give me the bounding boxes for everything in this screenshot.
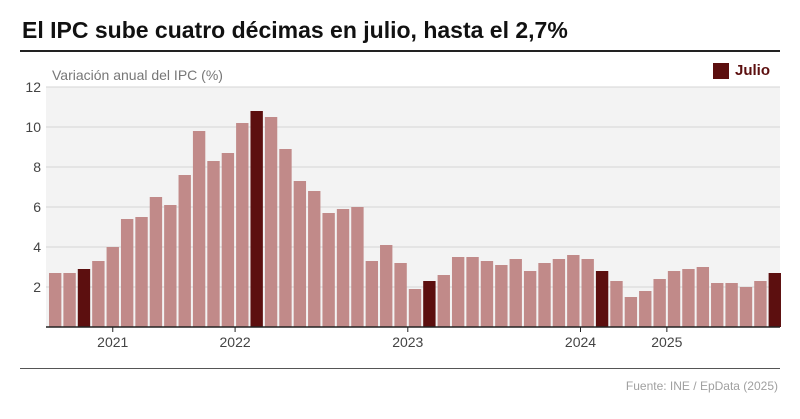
bar bbox=[495, 265, 508, 327]
chart-title: El IPC sube cuatro décimas en julio, has… bbox=[22, 17, 568, 43]
bar bbox=[178, 175, 191, 327]
bar bbox=[739, 287, 753, 327]
bar bbox=[236, 123, 249, 327]
y-tick-label: 6 bbox=[33, 199, 41, 215]
y-tick-label: 2 bbox=[33, 279, 41, 295]
bar bbox=[322, 213, 335, 327]
legend: Julio bbox=[712, 62, 770, 79]
bar bbox=[49, 273, 62, 327]
y-tick-label: 12 bbox=[25, 79, 41, 95]
bar bbox=[725, 283, 738, 327]
x-axis-ticks: 2021 2022 2023 2024 2025 bbox=[97, 327, 683, 350]
source-note: Fuente: INE / EpData (2025) bbox=[625, 379, 778, 393]
bar bbox=[365, 261, 379, 327]
bar bbox=[509, 259, 522, 327]
bar bbox=[624, 297, 638, 327]
bar bbox=[380, 245, 393, 327]
bar bbox=[711, 283, 724, 327]
title-divider bbox=[20, 50, 780, 52]
bar bbox=[437, 275, 450, 327]
bar bbox=[552, 259, 566, 327]
bar bbox=[120, 219, 134, 327]
bar bbox=[279, 149, 292, 327]
bar bbox=[308, 191, 321, 327]
x-tick-label: 2025 bbox=[651, 334, 682, 350]
bar bbox=[480, 261, 494, 327]
x-tick-label: 2023 bbox=[392, 334, 423, 350]
bar bbox=[207, 161, 220, 327]
bar bbox=[149, 197, 163, 327]
y-tick-label: 4 bbox=[33, 239, 41, 255]
bar bbox=[264, 117, 278, 327]
bar bbox=[754, 281, 767, 327]
bars bbox=[49, 111, 781, 327]
bar bbox=[567, 255, 580, 327]
bar bbox=[538, 263, 551, 327]
bar bbox=[92, 261, 105, 327]
bar-julio bbox=[595, 271, 609, 327]
bar bbox=[581, 259, 594, 327]
x-tick-label: 2024 bbox=[565, 334, 596, 350]
bar bbox=[63, 273, 76, 327]
bar bbox=[192, 131, 206, 327]
bar bbox=[221, 153, 235, 327]
bar bbox=[610, 281, 623, 327]
bar bbox=[394, 263, 407, 327]
footer-divider bbox=[20, 368, 780, 369]
bar bbox=[466, 257, 479, 327]
bar bbox=[667, 271, 681, 327]
y-axis-ticks: 2 4 6 8 10 12 bbox=[25, 79, 41, 295]
bar bbox=[135, 217, 148, 327]
bar bbox=[523, 271, 537, 327]
y-tick-label: 10 bbox=[25, 119, 41, 135]
legend-label: Julio bbox=[734, 62, 770, 79]
bar bbox=[682, 269, 695, 327]
bar bbox=[696, 267, 710, 327]
bar-julio bbox=[423, 281, 436, 327]
bar bbox=[293, 181, 307, 327]
y-tick-label: 8 bbox=[33, 159, 41, 175]
bar-julio bbox=[768, 273, 781, 327]
bar bbox=[451, 257, 465, 327]
bar bbox=[164, 205, 177, 327]
y-axis-title: Variación anual del IPC (%) bbox=[52, 67, 223, 83]
bar bbox=[336, 209, 350, 327]
bar bbox=[653, 279, 666, 327]
x-tick-label: 2022 bbox=[220, 334, 251, 350]
bar bbox=[106, 247, 119, 327]
x-tick-label: 2021 bbox=[97, 334, 128, 350]
bar bbox=[639, 291, 652, 327]
bar-julio bbox=[77, 269, 91, 327]
legend-swatch bbox=[712, 62, 729, 79]
bar bbox=[408, 289, 422, 327]
bar bbox=[351, 207, 364, 327]
bar-julio bbox=[250, 111, 263, 327]
